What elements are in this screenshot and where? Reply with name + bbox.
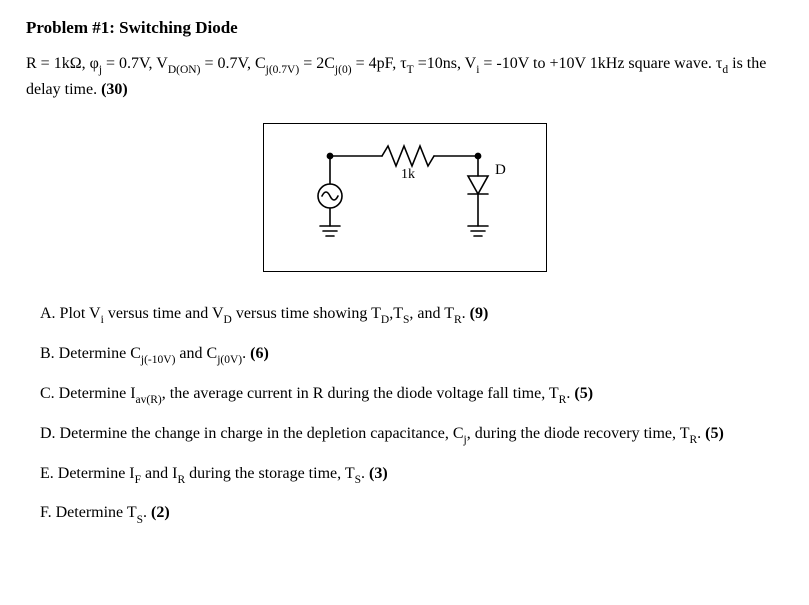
problem-parameters: R = 1kΩ, φj = 0.7V, VD(ON) = 0.7V, Cj(0.… (26, 52, 783, 101)
figure-wrapper: 1k D (26, 123, 783, 272)
resistor-label: 1k (401, 167, 415, 182)
question-d: D. Determine the change in charge in the… (26, 422, 783, 448)
question-c: C. Determine Iav(R), the average current… (26, 382, 783, 408)
problem-title: Problem #1: Switching Diode (26, 18, 783, 38)
question-e: E. Determine IF and IR during the storag… (26, 462, 783, 488)
diode-label: D (495, 162, 506, 178)
page: Problem #1: Switching Diode R = 1kΩ, φj … (0, 0, 809, 605)
question-f: F. Determine TS. (2) (26, 501, 783, 527)
question-a: A. Plot Vi versus time and VD versus tim… (26, 302, 783, 328)
question-b: B. Determine Cj(-10V) and Cj(0V). (6) (26, 342, 783, 368)
circuit-diagram-svg: 1k D (290, 134, 520, 254)
circuit-figure: 1k D (263, 123, 547, 272)
